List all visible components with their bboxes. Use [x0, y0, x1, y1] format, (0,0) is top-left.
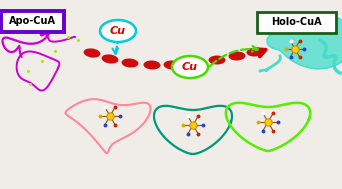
- Ellipse shape: [100, 20, 136, 42]
- FancyBboxPatch shape: [256, 12, 336, 33]
- Ellipse shape: [247, 47, 263, 57]
- Ellipse shape: [172, 56, 208, 78]
- Ellipse shape: [163, 60, 181, 70]
- Ellipse shape: [121, 58, 139, 67]
- Text: Cu: Cu: [110, 26, 126, 36]
- Ellipse shape: [186, 58, 203, 67]
- Ellipse shape: [102, 54, 118, 64]
- Polygon shape: [267, 13, 342, 69]
- Text: Cu: Cu: [182, 62, 198, 72]
- Text: Holo-CuA: Holo-CuA: [271, 17, 321, 27]
- Ellipse shape: [209, 56, 225, 64]
- Ellipse shape: [144, 60, 160, 70]
- Ellipse shape: [228, 51, 246, 60]
- Ellipse shape: [83, 48, 101, 58]
- Text: Apo-CuA: Apo-CuA: [9, 16, 55, 26]
- FancyBboxPatch shape: [0, 11, 64, 32]
